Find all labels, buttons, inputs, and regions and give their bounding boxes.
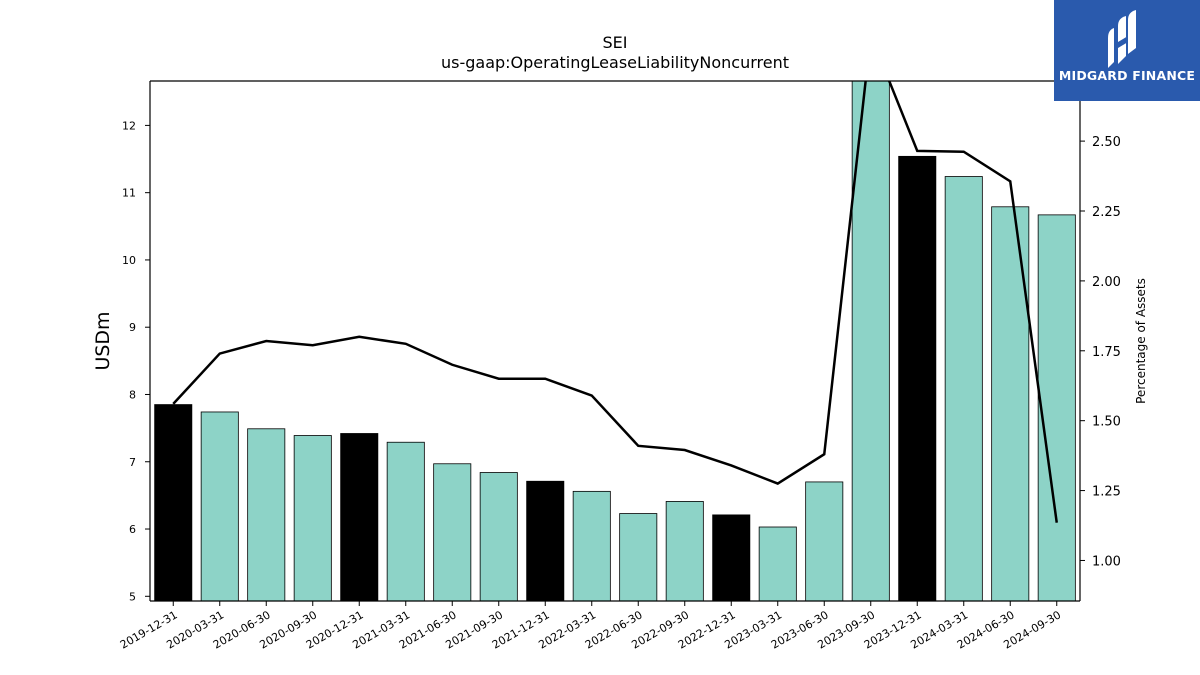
bar (665, 501, 704, 602)
bar-series (154, 80, 1076, 602)
bar (386, 441, 425, 602)
bar (758, 526, 797, 602)
chart-subtitle: us-gaap:OperatingLeaseLiabilityNoncurren… (441, 53, 789, 72)
y2-axis-label: Percentage of Assets (1134, 278, 1148, 404)
y-tick-label: 5 (129, 590, 136, 603)
midgard-logo-icon (1108, 10, 1136, 68)
line-series (172, 81, 1058, 523)
y2-tick-label: 1.00 (1092, 554, 1121, 569)
y2-tick-label: 2.50 (1092, 135, 1121, 150)
logo: MIDGARD FINANCE (1054, 0, 1200, 101)
y-tick-label: 9 (129, 321, 136, 334)
y-axis-label: USDm (92, 311, 114, 370)
bar (898, 155, 937, 602)
y2-tick-label: 1.25 (1092, 485, 1121, 500)
bar (572, 490, 611, 602)
logo-text: MIDGARD FINANCE (1058, 68, 1196, 83)
bar (433, 463, 472, 602)
chart-title: SEI (603, 33, 628, 52)
y2-tick-label: 2.25 (1092, 205, 1121, 220)
y-tick-label: 7 (129, 456, 136, 469)
y-tick-label: 12 (122, 119, 136, 132)
bar (293, 435, 332, 602)
bar (712, 514, 751, 602)
bar (340, 433, 379, 602)
y2-tick-label: 2.00 (1092, 275, 1121, 290)
bar (991, 206, 1030, 602)
y2-tick-label: 1.50 (1092, 415, 1121, 430)
series-line (172, 81, 1058, 523)
bar (526, 480, 565, 602)
y-tick-label: 6 (129, 523, 136, 536)
bar (479, 472, 518, 602)
bar (619, 513, 658, 602)
y2-tick-label: 1.75 (1092, 345, 1121, 360)
bar (200, 411, 239, 602)
bar (851, 80, 890, 602)
bar (944, 176, 983, 602)
y-tick-label: 11 (122, 187, 136, 200)
bar (154, 404, 193, 602)
bar (1037, 214, 1076, 602)
y-tick-label: 10 (122, 254, 136, 267)
bar (247, 428, 286, 602)
bar (805, 481, 844, 602)
y-tick-label: 8 (129, 388, 136, 401)
